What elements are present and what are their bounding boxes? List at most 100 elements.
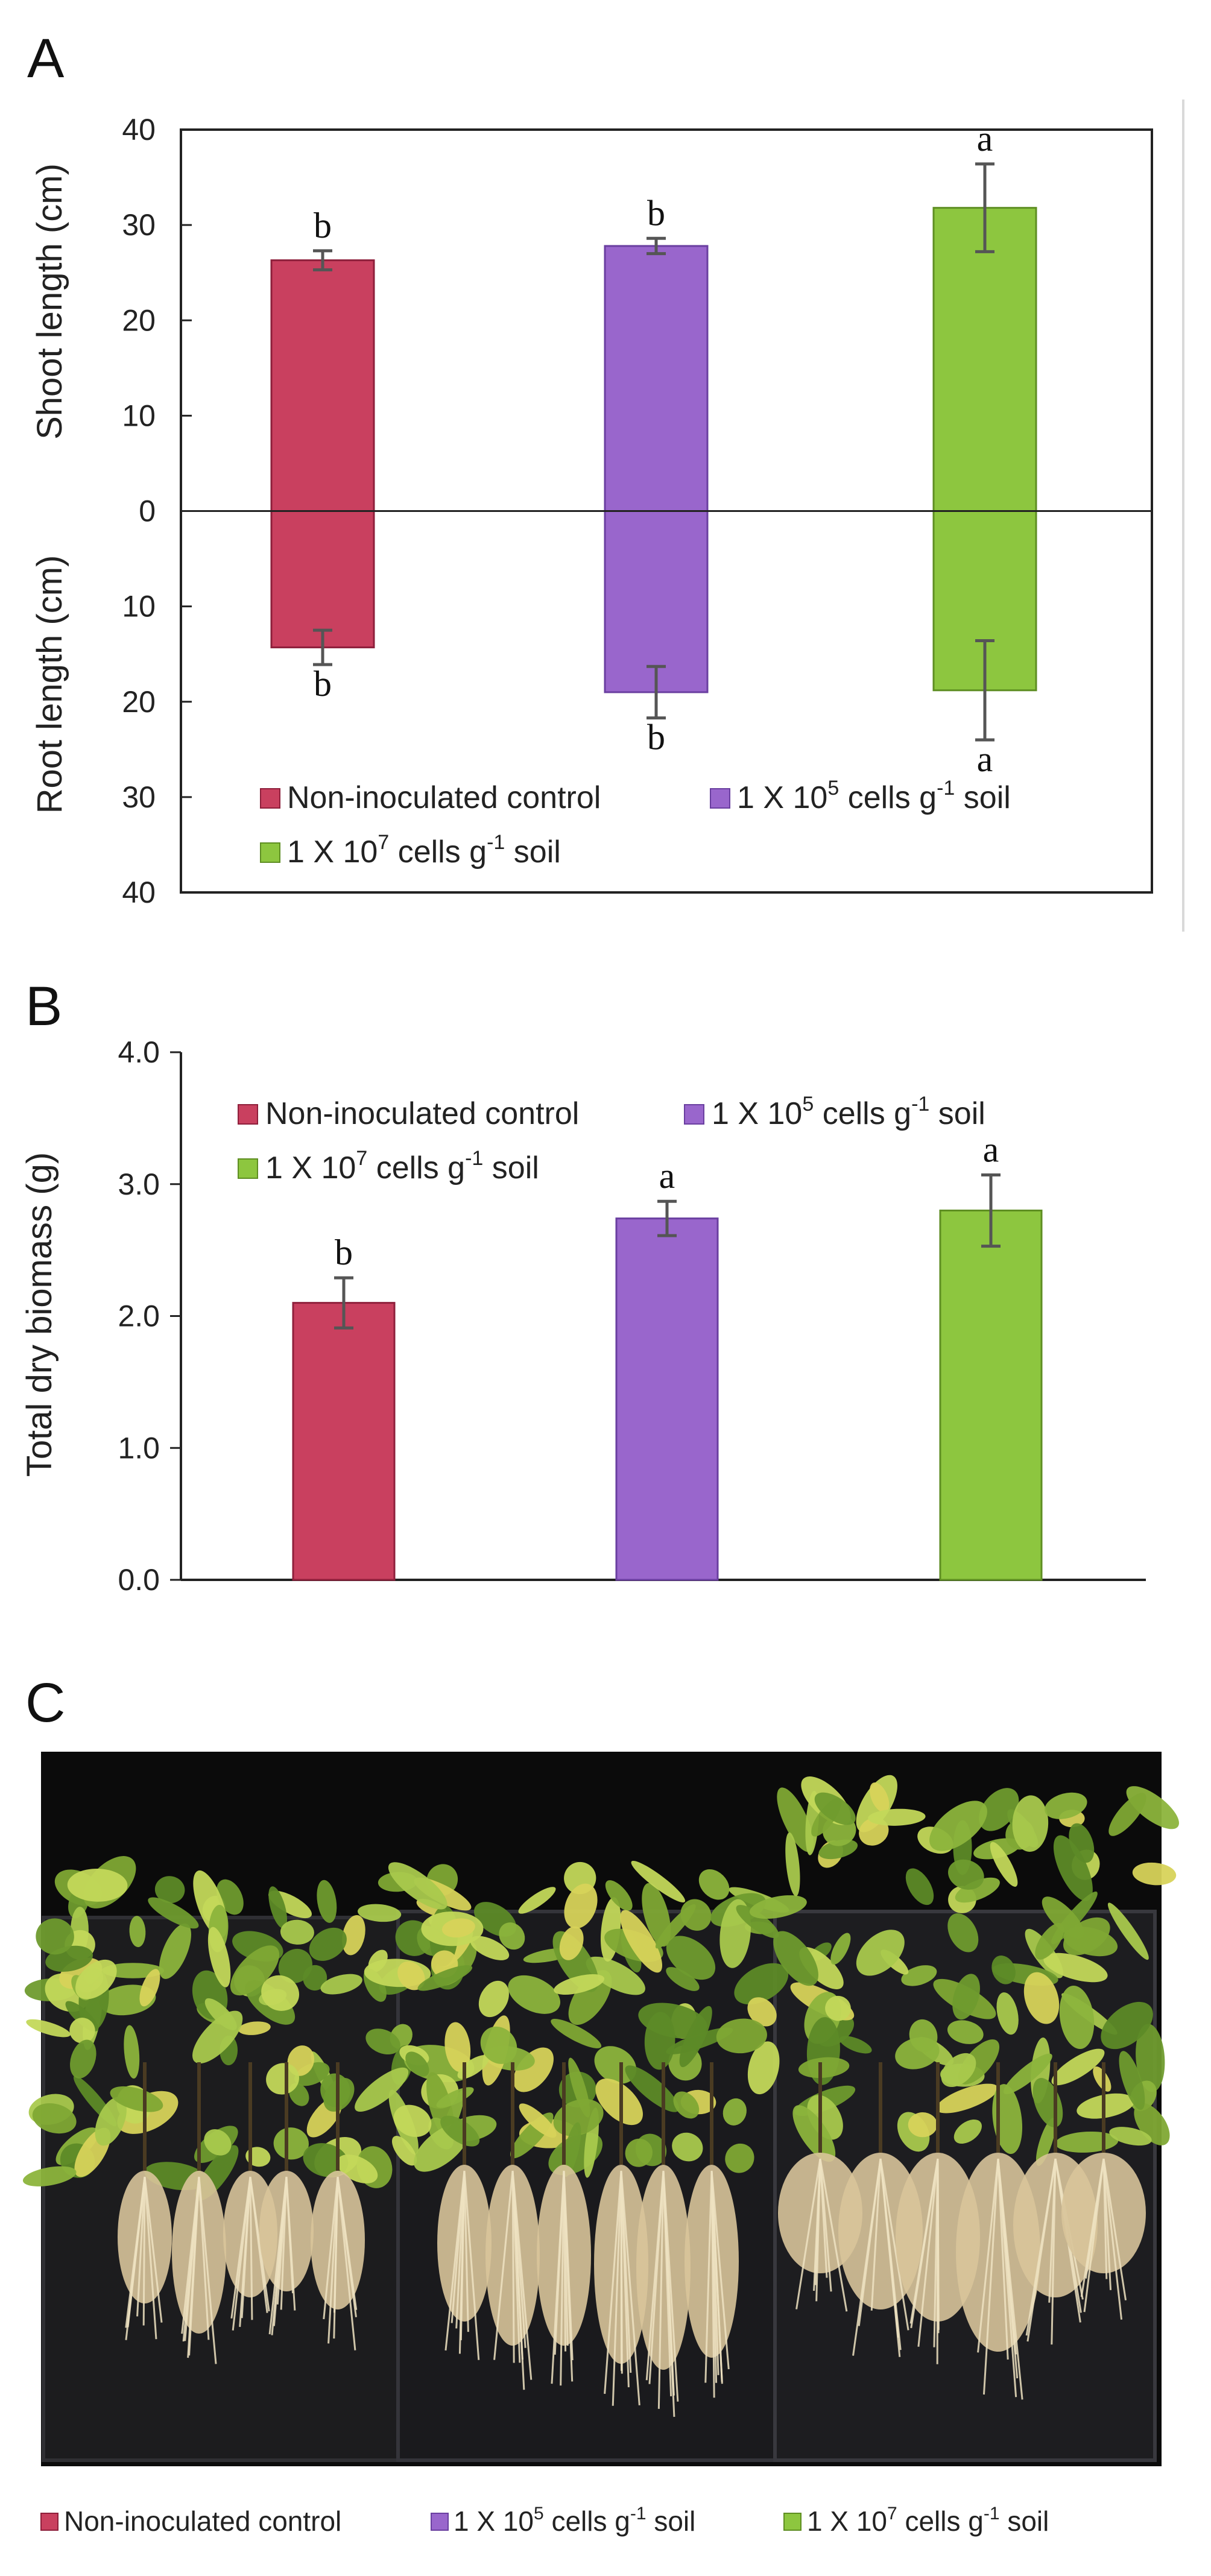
root-strand: [458, 2170, 466, 2354]
leaf: [261, 1975, 300, 2011]
root-letter-1: b: [647, 718, 665, 757]
root-strand: [463, 2170, 469, 2332]
leaf: [586, 1956, 645, 1995]
leaf: [148, 1897, 199, 1929]
root-strand: [604, 2170, 622, 2394]
leaf: [1063, 1917, 1110, 1956]
root-strand: [1025, 2158, 1057, 2336]
leaf: [95, 2097, 127, 2146]
root-strand: [704, 2170, 713, 2383]
leaf: [625, 2138, 653, 2167]
leaf: [747, 1997, 777, 2027]
leaf: [518, 1887, 556, 1914]
legend-b-high-exp: 7: [356, 1147, 367, 1170]
root-strand: [327, 2176, 339, 2344]
legend-swatch-low: [710, 788, 730, 809]
legend-label-control: Non-inoculated control: [287, 780, 601, 815]
photo-legend-low-mid: cells g: [544, 2505, 630, 2537]
chart-a-ytick-label-upper-2: 20: [122, 303, 156, 337]
root-strand: [560, 2170, 565, 2386]
leaf: [818, 1839, 858, 1860]
leaf: [139, 1969, 160, 2007]
root-strand: [198, 2176, 210, 2340]
biomass-letter-2: a: [983, 1129, 999, 1169]
foliage: [22, 1775, 1179, 2201]
root-strand: [511, 2170, 515, 2363]
shoot-letter-2: a: [977, 119, 993, 159]
leaf: [672, 2132, 703, 2162]
root-strand: [1083, 2158, 1105, 2312]
leaf: [990, 1842, 1018, 1887]
leaf: [595, 2078, 643, 2126]
root-strand: [337, 2176, 358, 2310]
chart-b-ylabel: Total dry biomass (g): [20, 1152, 59, 1477]
leaf: [952, 1974, 980, 2020]
root-strand: [144, 2176, 157, 2340]
root-strand: [662, 2170, 679, 2402]
root-mass: [636, 2165, 691, 2370]
photo-legend-label-low: 1 X 105 cells g-1 soil: [454, 2504, 695, 2537]
leaf: [129, 1916, 146, 1948]
leaf: [792, 2105, 836, 2162]
photo-legend: Non-inoculated control 1 X 105 cells g-1…: [40, 2504, 1049, 2537]
photo-legend-high-pre: 1 X 10: [807, 2505, 887, 2537]
photo-legend-high-mid: cells g: [897, 2505, 984, 2537]
leaf: [1108, 1793, 1146, 1836]
leaf: [594, 2046, 637, 2084]
legend-high-mid: cells g: [389, 835, 487, 870]
root-strand: [1048, 2158, 1057, 2303]
leaf: [508, 1975, 561, 2014]
root-strand: [444, 2170, 466, 2351]
root-strand: [241, 2176, 251, 2319]
legend-high-exp2: -1: [487, 831, 505, 854]
leaf: [280, 1919, 314, 1945]
legend-swatch-control: [260, 788, 280, 809]
leaf: [679, 2006, 712, 2068]
legend-b-swatch-high: [238, 1158, 258, 1179]
leaf: [620, 1910, 663, 1973]
leaf: [303, 1965, 327, 1991]
leaf: [644, 2012, 675, 2070]
chart-b-legend: Non-inoculated control 1 X 105 cells g-1…: [238, 1093, 985, 1185]
photo-legend-label-high: 1 X 107 cells g-1 soil: [807, 2504, 1049, 2537]
photo-legend-low-exp: 5: [534, 2504, 544, 2524]
chart-a-ylabel-upper: Shoot length (cm): [30, 163, 69, 440]
leaf: [204, 1998, 237, 2030]
chart-a-ytick-label-upper-4: 0: [139, 494, 156, 528]
leaf: [1043, 1953, 1108, 1983]
leaf: [814, 1792, 856, 1825]
leaf: [273, 2127, 309, 2160]
legend-low-post: soil: [955, 780, 1010, 815]
leaf: [1107, 1902, 1149, 1960]
legend-high-post: soil: [505, 835, 560, 870]
root-strand: [249, 2176, 268, 2313]
leaf: [698, 1869, 730, 1900]
panel-label-b: B: [25, 976, 62, 1037]
shoot-bar-0: [270, 259, 375, 512]
root-strand: [511, 2170, 533, 2380]
root-strand: [144, 2176, 163, 2323]
panel-label-c: C: [25, 1672, 65, 1734]
leaf: [358, 1904, 402, 1922]
root-strand: [917, 2158, 939, 2347]
chart-b-ytick-label-0: 4.0: [118, 1035, 160, 1069]
leaf: [444, 2022, 471, 2072]
leaf: [722, 2098, 747, 2126]
root-strand: [620, 2170, 632, 2373]
leaf: [1036, 2118, 1056, 2166]
root-strand: [997, 2158, 1019, 2379]
root-strand: [1102, 2158, 1108, 2279]
leaf: [947, 1913, 979, 1953]
leaf: [1134, 2103, 1170, 2145]
leaf: [929, 1801, 987, 1851]
legend-b-high-pre: 1 X 10: [265, 1151, 356, 1185]
root-strand: [463, 2170, 480, 2360]
panel-label-a: A: [27, 28, 65, 89]
legend-swatch-high: [260, 842, 280, 863]
root-strand: [870, 2158, 882, 2311]
leaf: [568, 2057, 590, 2118]
leaf: [499, 1922, 525, 1950]
chart-b-ytick-label-1: 3.0: [118, 1167, 160, 1201]
root-strand: [620, 2170, 623, 2374]
